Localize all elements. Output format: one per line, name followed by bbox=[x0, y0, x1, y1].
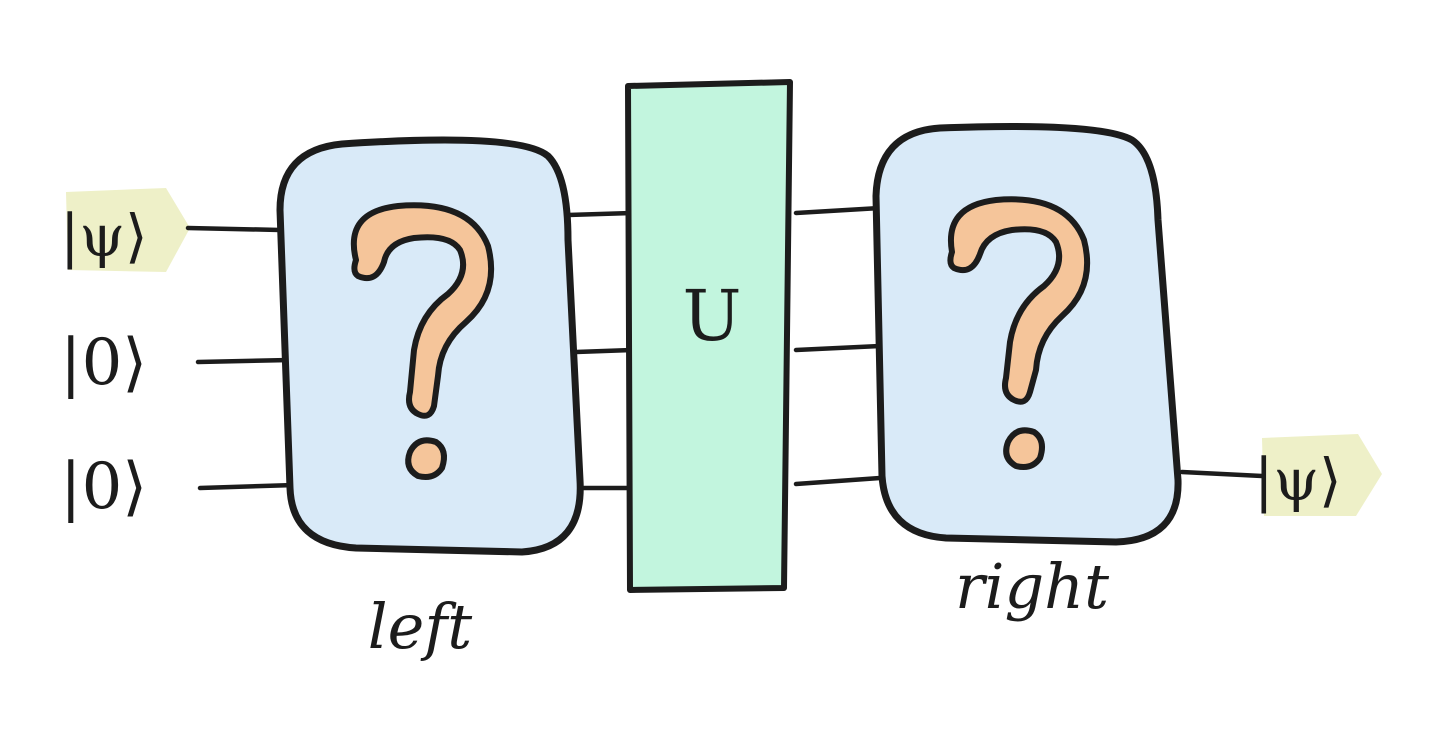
wire-in-2 bbox=[195, 357, 293, 365]
output-ket-psi: |ψ⟩ bbox=[1254, 434, 1382, 516]
right-block: right bbox=[872, 123, 1182, 623]
unitary-label: U bbox=[683, 275, 742, 357]
left-block: left bbox=[276, 136, 584, 663]
unitary-box bbox=[625, 79, 793, 593]
ket-highlight bbox=[1262, 434, 1382, 516]
wires bbox=[185, 205, 1265, 491]
wire-in-1 bbox=[185, 225, 283, 233]
unitary-block: U bbox=[625, 79, 793, 593]
input-ket-psi: |ψ⟩ bbox=[60, 188, 190, 272]
question-mark-icon bbox=[947, 196, 1091, 470]
wire-mid-4 bbox=[793, 205, 883, 216]
left-caption: left bbox=[368, 590, 472, 663]
input-ket-zero-1: |0⟩ bbox=[60, 326, 147, 400]
ket-highlight bbox=[66, 188, 190, 272]
wire-mid-1 bbox=[565, 210, 635, 218]
ket-label: |ψ⟩ bbox=[1254, 446, 1342, 514]
question-mark-icon bbox=[350, 202, 495, 480]
wire-mid-2 bbox=[573, 347, 635, 355]
wire-out bbox=[1179, 469, 1265, 479]
right-caption: right bbox=[955, 550, 1109, 623]
wire-in-3 bbox=[197, 482, 298, 491]
wire-mid-6 bbox=[793, 475, 883, 487]
ket-label: |ψ⟩ bbox=[60, 202, 148, 270]
ket-label: |0⟩ bbox=[60, 450, 147, 524]
ket-label: |0⟩ bbox=[60, 326, 147, 400]
input-ket-zero-2: |0⟩ bbox=[60, 450, 147, 524]
wire-mid-5 bbox=[793, 343, 883, 353]
